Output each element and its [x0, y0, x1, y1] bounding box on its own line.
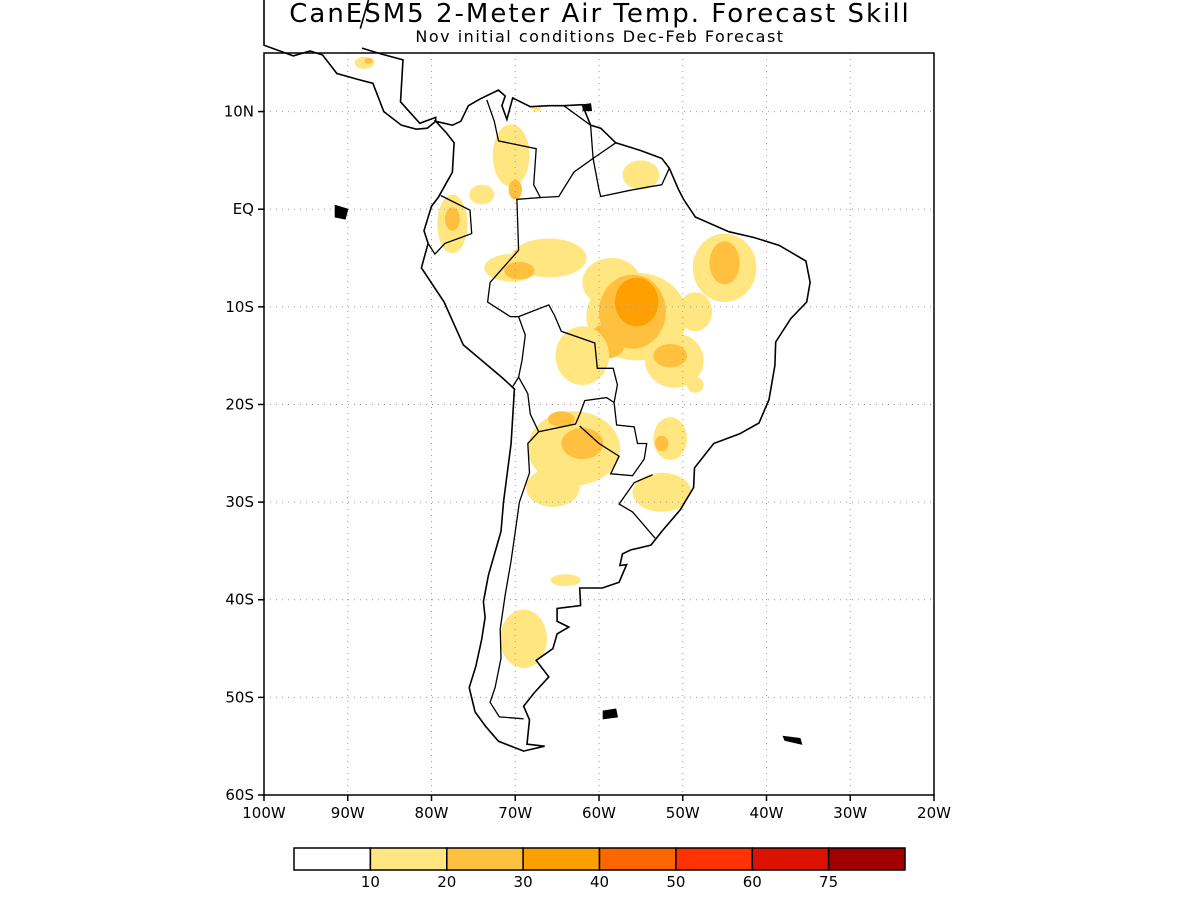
colorbar-label: 40: [590, 873, 609, 891]
lat-tick-label: 40S: [225, 591, 254, 609]
lat-tick-label: 30S: [225, 493, 254, 511]
skill-region-13: [555, 326, 610, 386]
skill-region-17: [709, 241, 740, 285]
colorbar-swatch-3: [522, 847, 601, 871]
colorbar-swatch-4: [598, 847, 677, 871]
country-border-6: [489, 431, 540, 720]
colorbar-label: 50: [666, 873, 685, 891]
island-3: [582, 103, 593, 112]
colorbar-swatch-6: [751, 847, 830, 871]
country-border-3: [518, 304, 619, 403]
colorbar-swatch-2: [446, 847, 524, 871]
skill-region-30: [500, 609, 547, 669]
lat-tick-label: 10N: [224, 103, 254, 121]
skill-region-7: [504, 261, 535, 280]
lat-tick-label: 50S: [225, 688, 254, 706]
country-border-1: [427, 194, 473, 256]
lat-tick-label: 10S: [225, 298, 254, 316]
colorbar-label: 10: [361, 873, 380, 891]
lon-tick-label: 80W: [415, 804, 449, 822]
skill-region-3: [444, 207, 460, 231]
lat-tick-label: 20S: [225, 395, 254, 413]
lon-tick-label: 20W: [917, 804, 951, 822]
lon-tick-label: 60W: [582, 804, 616, 822]
country-border-8: [592, 142, 670, 198]
skill-region-1: [508, 179, 522, 200]
lat-tick-label: EQ: [233, 200, 254, 218]
grid-lines: [264, 53, 934, 795]
skill-region-22: [364, 57, 373, 64]
colorbar-label: 60: [743, 873, 762, 891]
lon-tick-label: 100W: [242, 804, 286, 822]
skill-region-27: [632, 472, 692, 512]
island-0: [602, 708, 618, 720]
coastline-south-america: [420, 89, 811, 752]
skill-region-19: [622, 160, 660, 190]
skill-region-0: [492, 124, 530, 187]
country-border-5: [579, 402, 648, 477]
coastline-central-america: [263, 0, 437, 131]
skill-region-18: [678, 292, 713, 332]
country-border-4: [518, 376, 615, 433]
lon-tick-label: 70W: [498, 804, 532, 822]
colorbar-swatch-1: [369, 847, 448, 871]
skill-region-29: [655, 435, 669, 452]
colorbar-swatch-7: [827, 847, 906, 871]
skill-region-15: [653, 344, 687, 368]
colorbar-swatch-0: [293, 847, 372, 871]
colorbar-label: 30: [514, 873, 533, 891]
coastlines: [263, 0, 811, 752]
skill-region-26: [526, 468, 580, 507]
skill-region-31: [550, 574, 581, 587]
colorbar-label: 75: [819, 873, 838, 891]
skill-region-32: [686, 377, 704, 393]
colorbar-label: 20: [437, 873, 456, 891]
lon-tick-label: 90W: [331, 804, 365, 822]
lon-tick-label: 50W: [666, 804, 700, 822]
country-border-7: [618, 474, 656, 539]
skill-region-24: [561, 427, 604, 460]
lon-tick-label: 30W: [833, 804, 867, 822]
chart-title: CanESM5 2-Meter Air Temp. Forecast Skill: [289, 0, 911, 29]
chart-subtitle: Nov initial conditions Dec-Feb Forecast: [415, 27, 785, 46]
lon-tick-label: 40W: [750, 804, 784, 822]
colorbar: 10 20 30 40 50 60 75: [293, 847, 906, 891]
lat-tick-label: 60S: [225, 786, 254, 804]
country-border-0: [486, 99, 542, 251]
country-border-9: [540, 105, 594, 199]
island-1: [782, 735, 803, 745]
skill-region-25: [547, 411, 575, 427]
skill-region-4: [469, 184, 495, 205]
skill-region-11: [614, 277, 659, 327]
colorbar-swatch-5: [675, 847, 754, 871]
island-2: [334, 204, 349, 220]
